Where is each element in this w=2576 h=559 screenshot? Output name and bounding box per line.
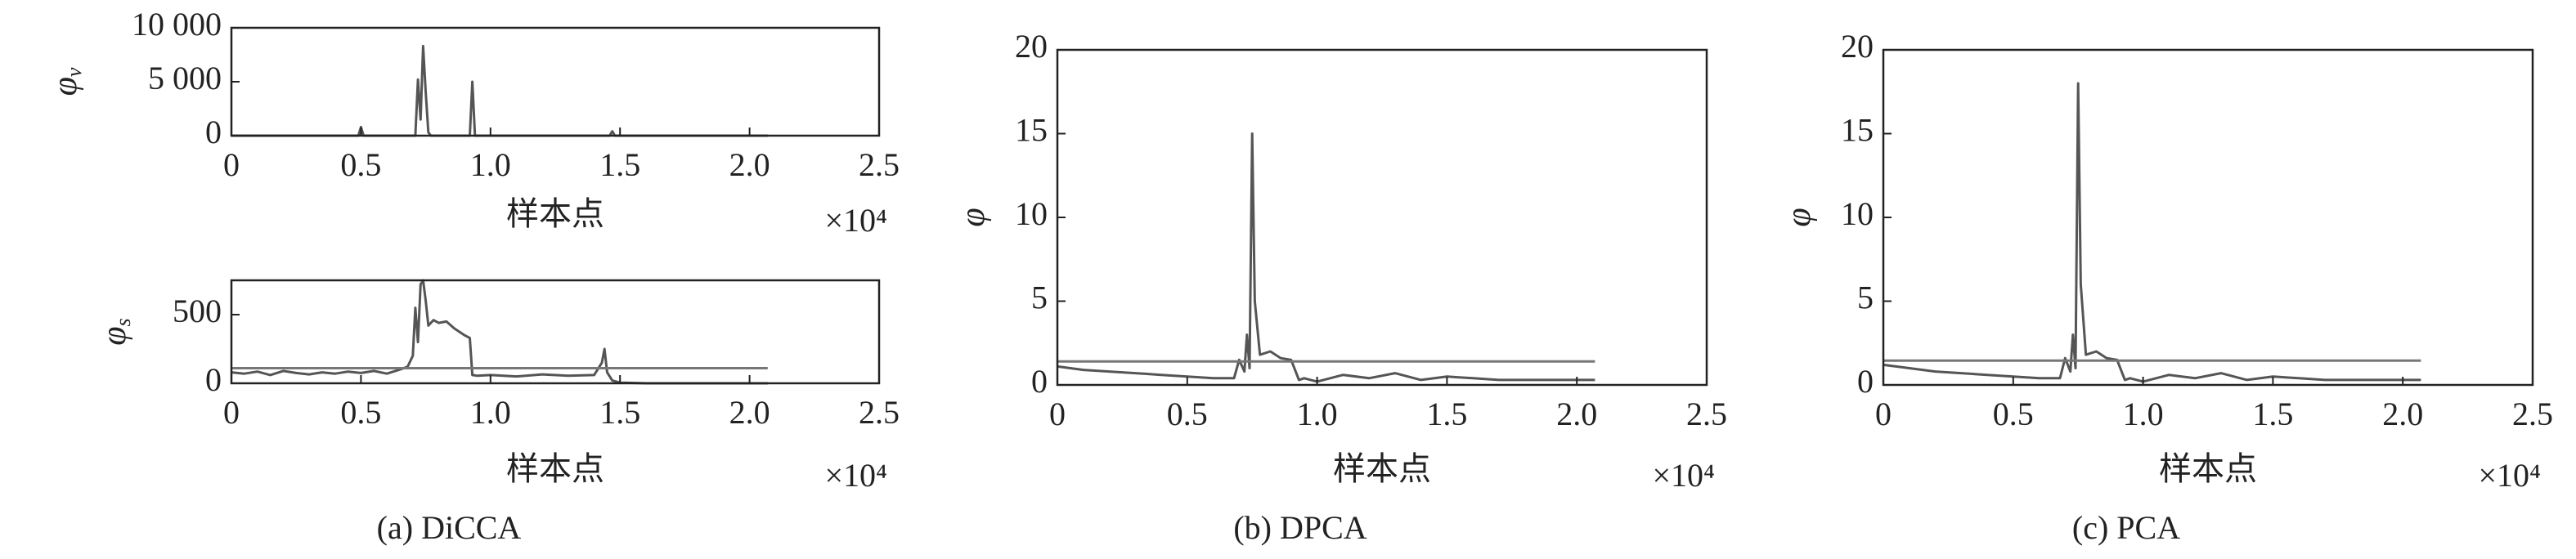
x-tick-label: 0.5 — [1167, 396, 1208, 432]
x-tick-label: 0 — [223, 146, 240, 183]
y-axis-symbol: φ — [47, 77, 84, 96]
x-offset-label: ×10⁴ — [824, 457, 887, 494]
x-tick-label: 2.5 — [859, 394, 900, 431]
x-tick-label: 0.5 — [340, 394, 381, 431]
plot-frame — [1056, 48, 1708, 387]
series-line — [231, 279, 768, 385]
y-tick-label: 20 — [1015, 28, 1048, 65]
x-tick-label: 1.0 — [470, 146, 511, 183]
x-tick-label: 2.5 — [859, 146, 900, 183]
x-tick-label: 0 — [1875, 396, 1892, 432]
y-axis-symbol: φ — [96, 326, 133, 345]
y-axis-label: φv — [47, 67, 86, 96]
x-tick-label: 0.5 — [340, 146, 381, 183]
y-tick-label: 0 — [205, 114, 222, 150]
caption: (a) DiCCA — [377, 509, 522, 546]
x-tick-label: 0 — [1049, 396, 1066, 432]
x-tick-label: 1.0 — [470, 394, 511, 431]
y-tick-label: 10 000 — [132, 6, 222, 42]
y-tick-label: 15 — [1015, 112, 1048, 149]
x-tick-label: 2.0 — [2382, 396, 2423, 432]
series-line — [1883, 82, 2421, 383]
y-axis-symbol: φ — [1780, 208, 1818, 226]
y-axis-subscript: v — [62, 67, 86, 77]
caption: (c) PCA — [2072, 509, 2180, 546]
x-tick-label: 2.0 — [1556, 396, 1597, 432]
x-offset-label: ×10⁴ — [824, 202, 887, 239]
x-tick-label: 1.5 — [599, 394, 640, 431]
x-tick-label: 0 — [223, 394, 240, 431]
x-tick-label: 2.5 — [2512, 396, 2553, 432]
x-tick-label: 2.0 — [729, 146, 770, 183]
plot-frame — [230, 26, 881, 137]
x-axis-label: 样本点 — [506, 450, 604, 487]
x-tick-label: 2.5 — [1686, 396, 1727, 432]
x-axis-label: 样本点 — [506, 195, 604, 232]
x-tick-label: 2.0 — [729, 394, 770, 431]
x-tick-label: 1.0 — [1297, 396, 1338, 432]
x-axis-label: 样本点 — [1333, 450, 1431, 487]
y-axis-label: φs — [96, 318, 135, 345]
y-tick-label: 0 — [205, 361, 222, 398]
y-tick-label: 5 000 — [148, 60, 222, 96]
y-axis-subscript: s — [111, 318, 135, 326]
y-tick-label: 15 — [1841, 112, 1874, 149]
x-tick-label: 0.5 — [1993, 396, 2034, 432]
y-tick-label: 0 — [1031, 363, 1048, 400]
plot-frame — [1882, 48, 2534, 387]
y-axis-label: φ — [1780, 208, 1818, 226]
x-axis-label: 样本点 — [2159, 450, 2257, 487]
plot-frame — [230, 279, 881, 385]
y-tick-label: 20 — [1841, 28, 1874, 65]
x-tick-label: 1.5 — [2252, 396, 2293, 432]
x-offset-label: ×10⁴ — [1652, 457, 1715, 494]
y-tick-label: 10 — [1841, 195, 1874, 232]
x-tick-label: 1.5 — [599, 146, 640, 183]
y-axis-symbol: φ — [954, 208, 992, 226]
x-tick-label: 1.5 — [1426, 396, 1467, 432]
y-tick-label: 5 — [1031, 280, 1048, 316]
series-line — [231, 44, 768, 137]
x-offset-label: ×10⁴ — [2478, 457, 2541, 494]
y-tick-label: 10 — [1015, 195, 1048, 232]
y-tick-label: 5 — [1857, 280, 1874, 316]
caption: (b) DPCA — [1233, 509, 1367, 546]
y-axis-label: φ — [954, 208, 992, 226]
series-line — [1057, 132, 1595, 383]
x-tick-label: 1.0 — [2123, 396, 2164, 432]
y-tick-label: 0 — [1857, 363, 1874, 400]
y-tick-label: 500 — [173, 293, 222, 329]
